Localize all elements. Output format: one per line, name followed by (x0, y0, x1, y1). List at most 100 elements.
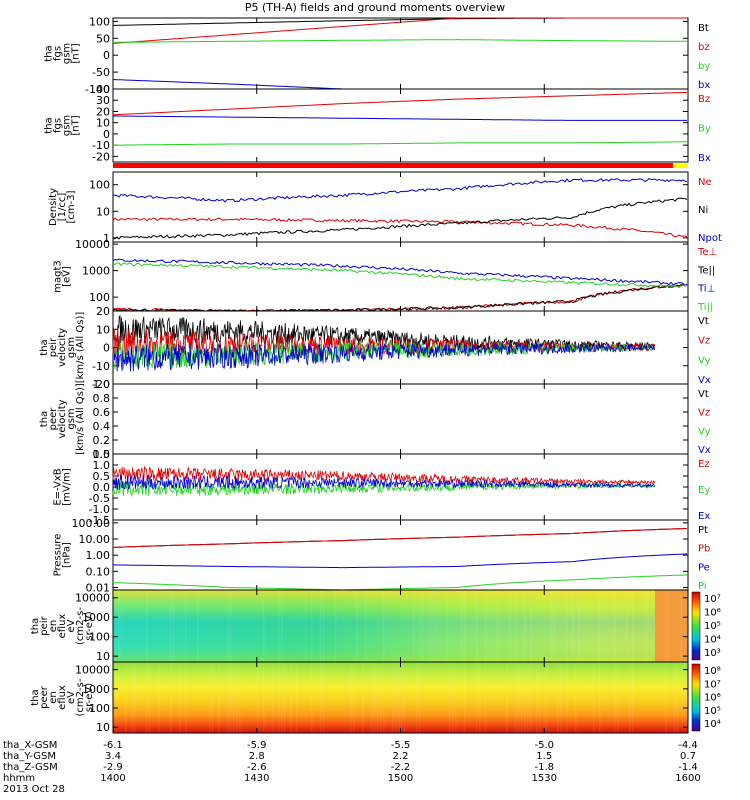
spectrogram-streak (428, 590, 430, 662)
spectrogram-streak (677, 662, 679, 733)
panel-frame (112, 17, 689, 90)
y-axis-label: [eV] (62, 266, 73, 287)
colorbar-tick-label: 10⁷ (704, 679, 721, 690)
y-tick-label: 1000 (82, 683, 110, 696)
x-axis-value: -1.8 (534, 762, 554, 773)
y-axis-label: velocity (57, 399, 68, 438)
colorbar-tick-label: 10⁶ (704, 693, 721, 704)
y-tick-label: 10 (96, 205, 110, 218)
legend-Vz: Vz (698, 336, 710, 347)
spectrogram-fill (113, 662, 688, 733)
x-axis-value: -2.9 (103, 762, 123, 773)
y-tick-label: 10000 (75, 238, 110, 251)
spectrogram-streak (431, 590, 433, 662)
series-Bx (113, 115, 687, 121)
y-axis-label: gsm (62, 115, 73, 136)
spectrogram-streak (446, 590, 448, 662)
legend-Ti⊥: Ti⊥ (697, 284, 715, 295)
spectrogram-streak (674, 662, 676, 733)
spectrogram-streak (383, 662, 385, 733)
spectrogram-streak (479, 662, 481, 733)
colorbar-tick-label: 10⁴ (704, 719, 721, 730)
legend-Pi: Pi (698, 581, 707, 592)
spectrogram-streak (218, 662, 220, 733)
y-axis-label: tha (30, 689, 41, 705)
y-tick-label: 0.0 (93, 481, 111, 494)
spectrogram-streak (560, 662, 562, 733)
y-tick-label: 0 (103, 49, 110, 62)
y-tick-label: 100 (89, 702, 110, 715)
spectrogram-streak (212, 662, 214, 733)
x-axis-value: -2.6 (247, 762, 267, 773)
spectrogram-streak (464, 590, 466, 662)
spectrogram-streak (278, 662, 280, 733)
spectrogram-streak (398, 662, 400, 733)
spectrogram-streak (380, 662, 382, 733)
y-axis-label: [nPa] (62, 542, 73, 568)
y-axis-label: [nT] (71, 43, 82, 63)
colorbar-tick-label: 10⁶ (704, 608, 721, 619)
y-tick-label: 10 (96, 650, 110, 663)
x-row-label-hhmm: hhmm (3, 773, 36, 784)
legend-Pe: Pe (698, 562, 710, 573)
spectrogram-overlay (113, 590, 688, 662)
spectrogram-streak (320, 662, 322, 733)
panel-frame (112, 383, 689, 455)
panel-2: 100 10 1 Density[1/cc][cm-3] Ne Ni Npot (48, 171, 722, 245)
y-tick-label: 30 (96, 94, 110, 107)
spectrogram-streak (485, 662, 487, 733)
x-axis-value: 1600 (675, 773, 700, 784)
series-Ne (112, 217, 688, 238)
series-Vx (112, 341, 656, 372)
series-Ti|| (112, 262, 688, 289)
y-axis-label: peir (39, 615, 50, 635)
y-tick-label: 100.00 (72, 517, 111, 530)
spectrogram-streak (362, 662, 364, 733)
panel-frame (112, 171, 689, 243)
spectrogram-streak (278, 590, 280, 662)
spectrogram-streak (632, 590, 634, 662)
x-axis-value: 2.2 (393, 751, 409, 762)
y-tick-label: 100 (89, 631, 110, 644)
colorbar-tick-label: 10⁵ (704, 706, 721, 717)
spectrogram-streak (419, 662, 421, 733)
spectrogram-streak (356, 590, 358, 662)
legend-Ne: Ne (698, 177, 712, 188)
spectrogram-streak (125, 662, 127, 733)
y-axis-label: sr-eV) (84, 611, 95, 640)
panel-7: 100.00 10.00 1.00 0.10 0.01 Pressure[nPa] Pt Pb… (53, 517, 711, 595)
y-tick-label: 10 (96, 721, 110, 734)
legend-Te||: Te|| (697, 265, 715, 276)
y-axis-label: [mV/m] (62, 468, 73, 506)
spectrogram-streak (263, 590, 265, 662)
y-tick-label: 50 (96, 32, 110, 45)
spectrogram-streak (452, 662, 454, 733)
spectrogram-streak (401, 662, 403, 733)
spectrogram-streak (395, 662, 397, 733)
panel-frame (112, 519, 689, 591)
y-tick-label: 100 (89, 15, 110, 28)
y-axis-label: en (48, 691, 59, 704)
y-axis-label: gsm (66, 337, 77, 358)
y-tick-label: 1000 (82, 265, 110, 278)
spectrogram-streak (599, 662, 601, 733)
spectrogram-streak (146, 590, 148, 662)
spectrogram-streak (506, 662, 508, 733)
y-tick-label: 20 (96, 305, 110, 318)
spectrogram-streak (281, 662, 283, 733)
spectrogram-streak (461, 590, 463, 662)
y-tick-label: -20 (92, 150, 110, 163)
spectrogram-streak (566, 590, 568, 662)
y-axis-label: [km/s (All Qs)] (75, 312, 86, 384)
y-axis-label: (cm2-s- (75, 607, 86, 645)
spectrogram-streak (485, 590, 487, 662)
spectrogram-streak (449, 662, 451, 733)
colorbar-tick-label: 10³ (704, 648, 721, 659)
legend-bx: bx (698, 80, 710, 91)
spectrogram-streak (116, 662, 118, 733)
legend-Ni: Ni (698, 205, 708, 216)
y-tick-label: -20 (92, 378, 110, 391)
x-axis-value: 1500 (388, 773, 413, 784)
spectrogram-streak (263, 662, 265, 733)
y-tick-label: 10.00 (79, 533, 111, 546)
